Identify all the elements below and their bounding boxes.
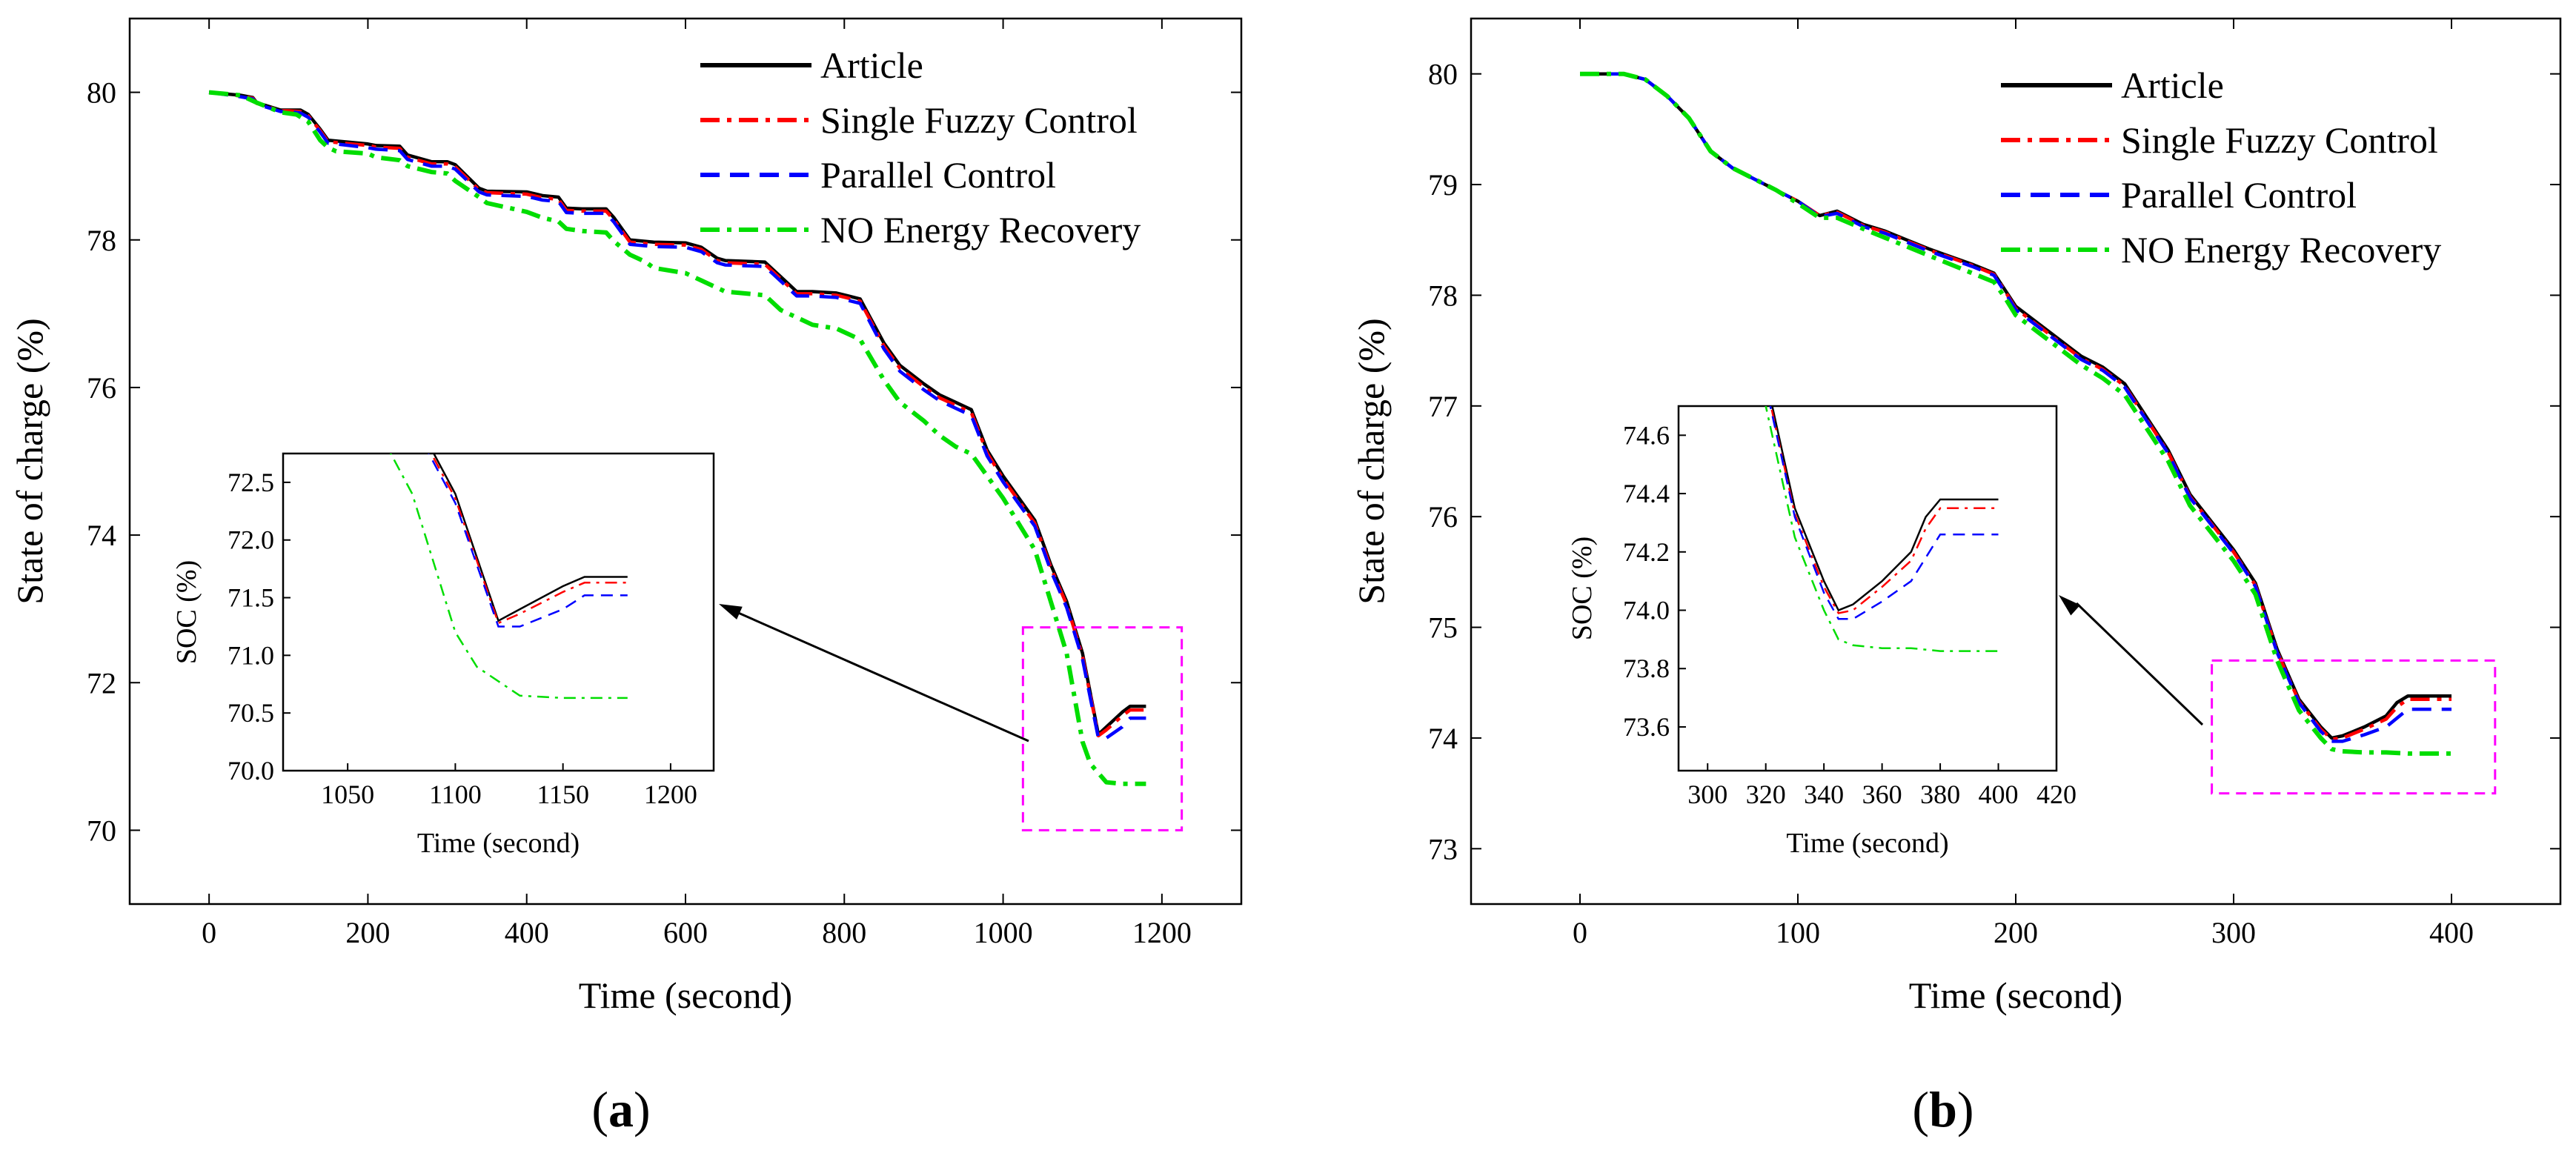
zoom-arrow-head xyxy=(2059,595,2081,616)
inset-y-tick-label: 71.5 xyxy=(228,583,274,613)
inset-x-tick-label: 340 xyxy=(1804,780,1844,809)
inset-y-tick-label: 74.2 xyxy=(1623,537,1670,567)
series-line-single-fuzzy-control xyxy=(208,90,1146,738)
series-line-no-energy-recovery xyxy=(208,90,1146,786)
inset-x-axis-label: Time (second) xyxy=(417,828,580,859)
inset-x-tick-label: 360 xyxy=(1862,780,1902,809)
x-tick-label: 400 xyxy=(505,916,549,949)
inset-y-tick-label: 72.5 xyxy=(228,468,274,497)
y-tick-label: 76 xyxy=(1428,500,1458,534)
inset-x-tick-label: 400 xyxy=(1979,780,2019,809)
x-tick-label: 300 xyxy=(2211,916,2256,949)
inset-y-tick-label: 72.0 xyxy=(228,525,274,555)
x-tick-label: 1000 xyxy=(974,916,1033,949)
x-tick-label: 200 xyxy=(1994,916,2038,949)
zoom-arrow-line xyxy=(736,611,1029,743)
panel-letter: a xyxy=(608,1081,634,1137)
inset-frame xyxy=(1677,405,2058,772)
inset-y-tick-label: 71.0 xyxy=(228,640,274,670)
inset-y-tick-label: 73.8 xyxy=(1623,654,1670,683)
y-axis-label: State of charge (%) xyxy=(9,318,50,604)
panel-label: (a) xyxy=(591,1081,650,1137)
inset-chart: 1050 1100 1150 1200 70.0 70.5 71.0 71.5 72.0 72.5… xyxy=(171,452,715,859)
x-axis-label: Time (second) xyxy=(579,974,792,1016)
legend-label: NO Energy Recovery xyxy=(820,209,1141,250)
zoom-region-box xyxy=(2211,659,2497,795)
y-tick-label: 74 xyxy=(87,519,116,552)
legend-label: Article xyxy=(820,44,923,86)
legend-label: NO Energy Recovery xyxy=(2121,229,2441,270)
zoom-arrow-line xyxy=(2075,602,2204,726)
y-tick-label: 78 xyxy=(1428,279,1458,312)
x-tick-label: 600 xyxy=(663,916,708,949)
y-tick-label: 76 xyxy=(87,371,116,405)
legend-label: Parallel Control xyxy=(820,154,1056,196)
x-tick-label: 400 xyxy=(2429,916,2474,949)
x-tick-label: 200 xyxy=(345,916,390,949)
inset-y-tick-label: 70.5 xyxy=(228,698,274,728)
y-axis-label: State of charge (%) xyxy=(1350,318,1392,604)
inset-y-tick-label: 70.0 xyxy=(228,756,274,785)
chart-panel-a: 0 200 400 600 800 1000 1200 70 72 74 76 78 80 Time (s… xyxy=(9,17,1243,1137)
inset-y-tick-label: 74.0 xyxy=(1623,596,1670,625)
inset-x-tick-label: 300 xyxy=(1687,780,1727,809)
y-tick-label: 73 xyxy=(1428,832,1458,866)
legend-label: Article xyxy=(2121,64,2224,106)
x-axis-label: Time (second) xyxy=(1909,974,2122,1016)
inset-y-axis-label: SOC (%) xyxy=(1567,537,1598,640)
inset-y-tick-label: 73.6 xyxy=(1623,712,1670,742)
inset-x-tick-label: 420 xyxy=(2036,780,2077,809)
inset-y-axis-label: SOC (%) xyxy=(171,560,202,664)
x-tick-label: 0 xyxy=(1573,916,1587,949)
legend-label: Single Fuzzy Control xyxy=(2121,119,2438,161)
inset-x-axis-label: Time (second) xyxy=(1786,828,1948,859)
y-tick-label: 78 xyxy=(87,224,116,257)
inset-frame xyxy=(282,452,715,772)
legend-label: Single Fuzzy Control xyxy=(820,99,1138,141)
panel-letter: b xyxy=(1929,1081,1957,1137)
inset-x-tick-label: 1150 xyxy=(537,780,589,809)
zoom-region-box xyxy=(1021,626,1184,831)
y-tick-label: 79 xyxy=(1428,168,1458,202)
x-tick-label: 0 xyxy=(202,916,216,949)
series-line-no-energy-recovery xyxy=(1580,71,2451,756)
series-line-parallel-control xyxy=(208,90,1146,740)
inset-x-tick-label: 1100 xyxy=(429,780,482,809)
y-tick-label: 74 xyxy=(1428,722,1458,755)
y-tick-label: 70 xyxy=(87,814,116,847)
inset-x-tick-label: 1200 xyxy=(644,780,697,809)
inset-x-tick-label: 320 xyxy=(1746,780,1786,809)
y-tick-label: 80 xyxy=(87,76,116,110)
x-tick-label: 100 xyxy=(1776,916,1820,949)
y-tick-label: 75 xyxy=(1428,611,1458,645)
legend-label: Parallel Control xyxy=(2121,174,2357,216)
inset-y-tick-label: 74.4 xyxy=(1623,479,1670,508)
y-tick-label: 72 xyxy=(87,666,116,700)
inset-series-line-article xyxy=(1771,406,1999,612)
x-tick-label: 800 xyxy=(822,916,866,949)
inset-y-tick-label: 74.6 xyxy=(1623,420,1670,450)
inset-x-tick-label: 1050 xyxy=(321,780,374,809)
panel-label: (b) xyxy=(1912,1081,1974,1137)
y-tick-label: 77 xyxy=(1428,390,1458,423)
zoom-arrow-head xyxy=(719,604,743,620)
inset-series-line-no-energy-recovery xyxy=(1765,406,1999,652)
y-tick-label: 80 xyxy=(1428,58,1458,91)
inset-chart: 300 320 340 360 380 400 420 73.6 73.8 74.0 74.2 74.… xyxy=(1567,405,2077,859)
series-line-article xyxy=(208,90,1146,737)
x-tick-label: 1200 xyxy=(1132,916,1192,949)
chart-panel-b: 0 100 200 300 400 73 74 75 76 77 78 79 80 Time (secon… xyxy=(1350,17,2562,1137)
inset-x-tick-label: 380 xyxy=(1920,780,1960,809)
